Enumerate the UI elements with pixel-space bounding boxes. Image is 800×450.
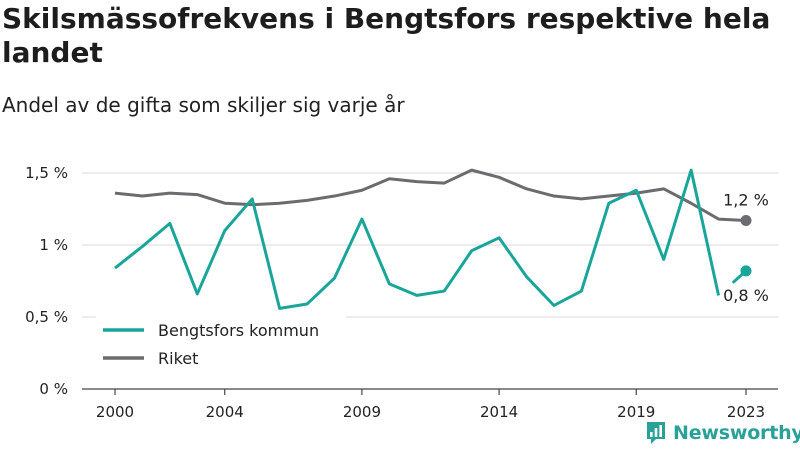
series-line-bengtsfors: [114, 168, 721, 310]
chart-subtitle: Andel av de gifta som skiljer sig varje …: [2, 93, 405, 117]
brand-name: Newsworthy: [673, 422, 800, 444]
y-tick-label: 1 %: [39, 236, 68, 254]
x-tick-label: 2000: [96, 403, 134, 421]
legend-label-riket: Riket: [158, 349, 198, 368]
x-tick-label: 2014: [480, 403, 518, 421]
chart-title: Skilsmässofrekvens i Bengtsfors respekti…: [2, 2, 771, 69]
x-tick-label: 2019: [617, 403, 655, 421]
y-tick-label: 1,5 %: [25, 164, 68, 182]
legend-background: [96, 316, 346, 374]
x-tick-label: 2023: [727, 403, 765, 421]
legend-label-bengtsfors: Bengtsfors kommun: [158, 321, 319, 340]
end-label-bengtsfors: 0,8 %: [723, 286, 769, 305]
x-tick-label: 2004: [206, 403, 244, 421]
x-tick-label: 2009: [343, 403, 381, 421]
newsworthy-logo-icon: [647, 422, 665, 444]
end-point-bengtsfors: [740, 265, 752, 277]
y-tick-label: 0 %: [39, 380, 68, 398]
end-label-riket: 1,2 %: [723, 191, 769, 210]
y-tick-label: 0,5 %: [25, 308, 68, 326]
brand-logo: Newsworthy: [645, 419, 800, 447]
end-point-riket: [740, 215, 752, 227]
series-line-riket: [114, 168, 747, 223]
